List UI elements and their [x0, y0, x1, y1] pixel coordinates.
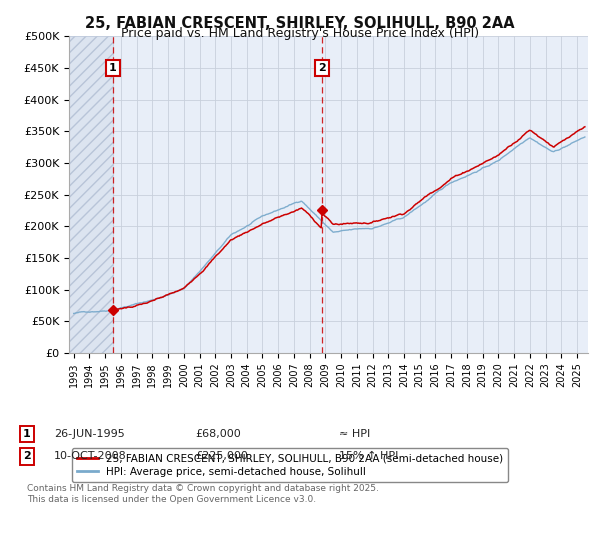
Text: £68,000: £68,000 [195, 429, 241, 439]
Text: Contains HM Land Registry data © Crown copyright and database right 2025.
This d: Contains HM Land Registry data © Crown c… [27, 484, 379, 504]
Text: 15% ↑ HPI: 15% ↑ HPI [339, 451, 398, 461]
Text: 2: 2 [23, 451, 31, 461]
Text: 10-OCT-2008: 10-OCT-2008 [54, 451, 127, 461]
Text: 25, FABIAN CRESCENT, SHIRLEY, SOLIHULL, B90 2AA: 25, FABIAN CRESCENT, SHIRLEY, SOLIHULL, … [85, 16, 515, 31]
Text: 1: 1 [109, 63, 116, 73]
Text: ≈ HPI: ≈ HPI [339, 429, 370, 439]
Text: 2: 2 [318, 63, 326, 73]
Bar [69, 36, 113, 353]
Text: 26-JUN-1995: 26-JUN-1995 [54, 429, 125, 439]
Text: £225,000: £225,000 [195, 451, 248, 461]
Text: 1: 1 [23, 429, 31, 439]
Legend: 25, FABIAN CRESCENT, SHIRLEY, SOLIHULL, B90 2AA (semi-detached house), HPI: Aver: 25, FABIAN CRESCENT, SHIRLEY, SOLIHULL, … [71, 448, 508, 482]
Text: Price paid vs. HM Land Registry's House Price Index (HPI): Price paid vs. HM Land Registry's House … [121, 27, 479, 40]
